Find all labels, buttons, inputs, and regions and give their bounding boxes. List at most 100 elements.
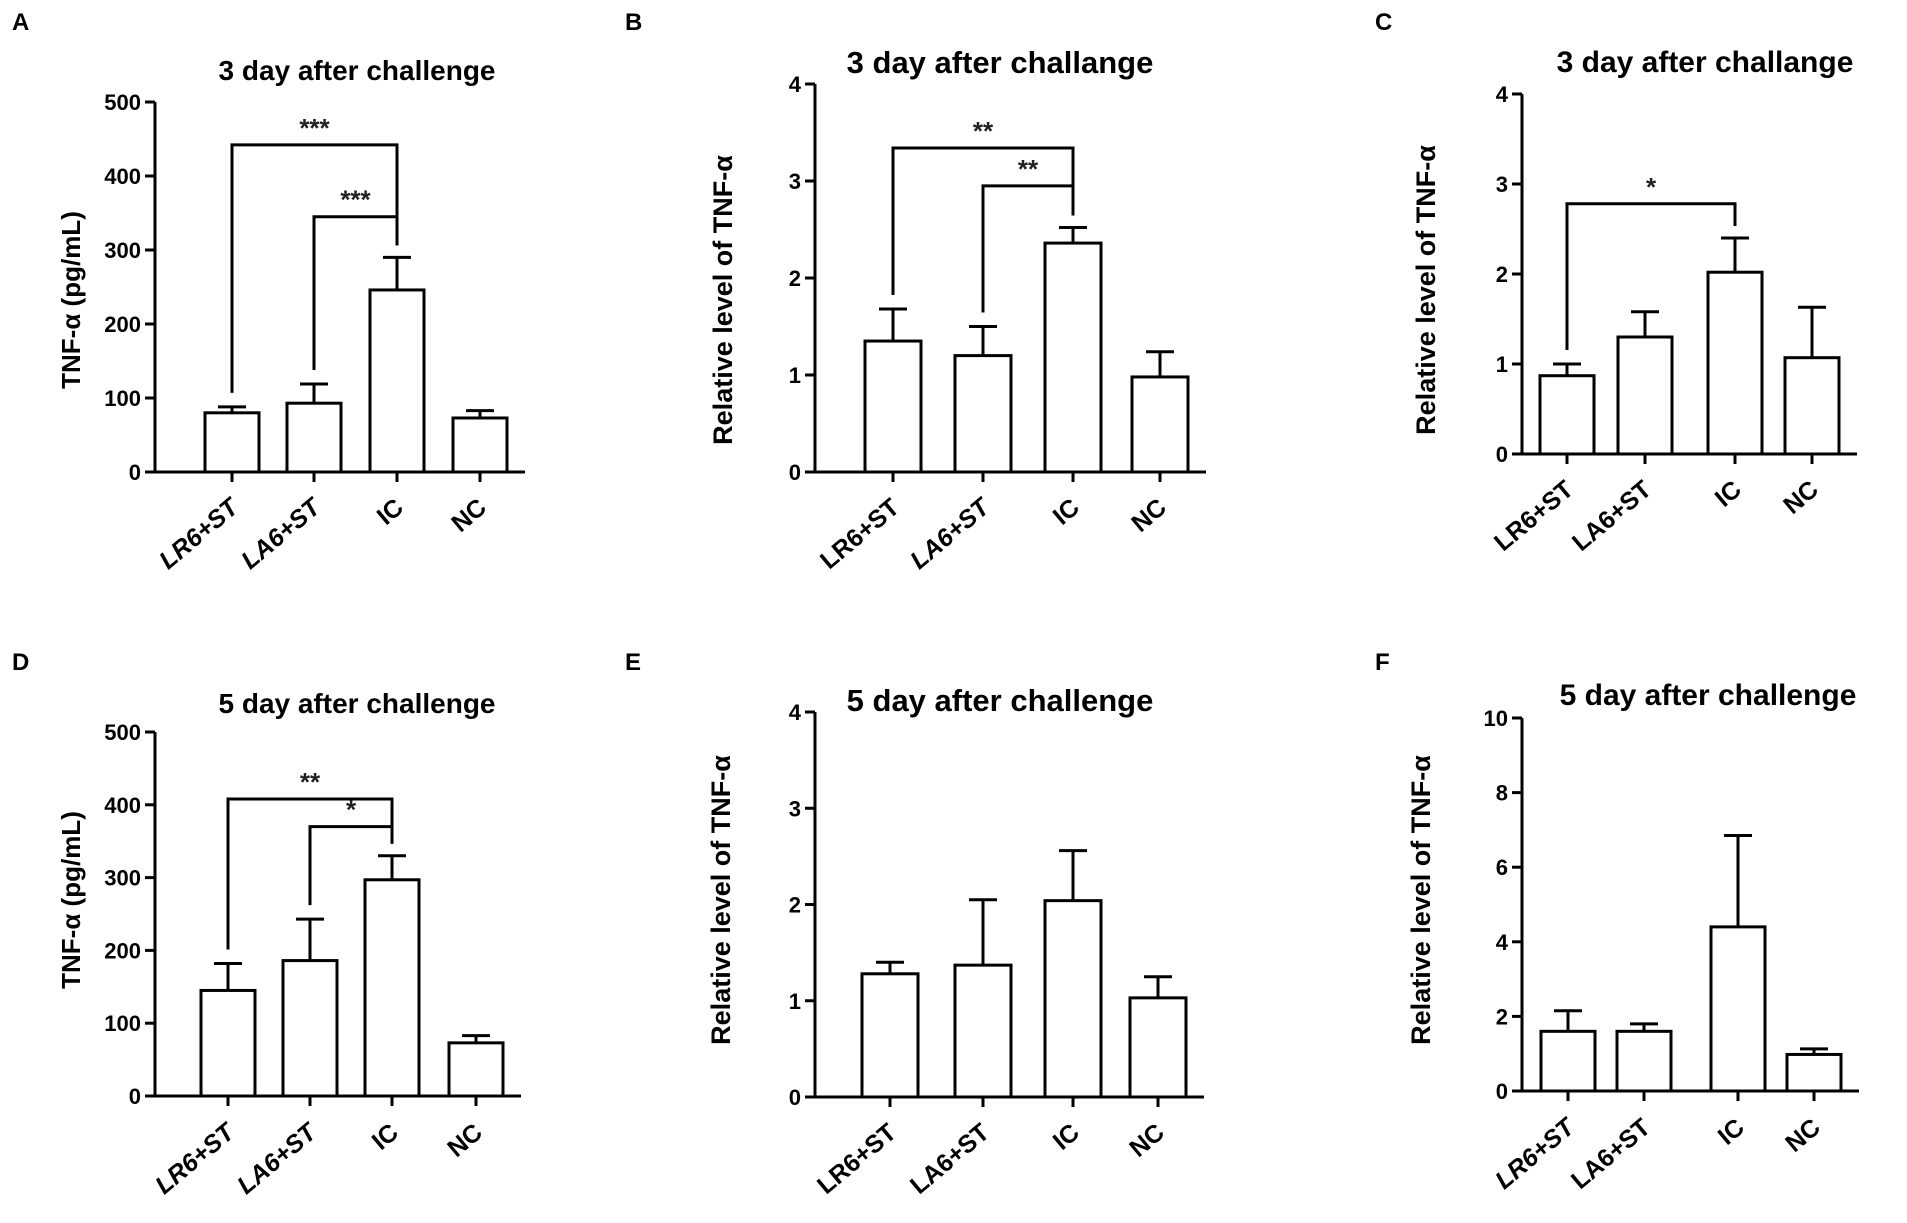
panel-d-bar bbox=[281, 959, 339, 1098]
panel-f-category-label: LA6+ST bbox=[1566, 1113, 1656, 1195]
panel-b-bar bbox=[863, 339, 923, 474]
panel-c-category-label: LR6+ST bbox=[1489, 475, 1579, 557]
panel-f-bar bbox=[1709, 925, 1767, 1093]
panel-a-category-label: IC bbox=[372, 493, 409, 531]
panel-d-category-label: IC bbox=[367, 1118, 404, 1156]
panel-a-significance-bracket bbox=[230, 143, 399, 393]
panel-e-bar bbox=[953, 963, 1013, 1099]
panel-b-title: 3 day after challange bbox=[847, 45, 1154, 80]
panel-f-y-tick-label: 8 bbox=[1496, 781, 1508, 806]
panel-d-bar bbox=[363, 878, 421, 1098]
panel-f-title: 5 day after challenge bbox=[1560, 679, 1857, 712]
panel-f-y-tick-label: 6 bbox=[1496, 855, 1508, 880]
panel-c-y-axis-label: Relative level of TNF-α bbox=[1411, 145, 1441, 435]
panel-b-y-axis-label: Relative level of TNF-α bbox=[708, 155, 738, 445]
panel-d-y-tick-label: 500 bbox=[104, 720, 141, 745]
panel-a-significance-label: *** bbox=[299, 113, 330, 143]
panel-a-bar bbox=[368, 288, 426, 474]
panel-f-category-label: NC bbox=[1780, 1113, 1826, 1158]
panel-e-letter: E bbox=[625, 649, 641, 676]
panel-b-bar bbox=[953, 354, 1013, 474]
panel-a-y-tick-label: 100 bbox=[104, 386, 141, 411]
panel-d-y-axis-label: TNF-α (pg/mL) bbox=[56, 811, 86, 989]
panel-c-significance-bracket bbox=[1565, 202, 1737, 350]
panel-f-y-axis-label: Relative level of TNF-α bbox=[1406, 755, 1436, 1045]
panel-d-title: 5 day after challenge bbox=[218, 688, 495, 719]
panel-a-title: 3 day after challenge bbox=[218, 55, 495, 86]
panel-e-category-label: IC bbox=[1048, 1118, 1085, 1156]
panel-c-category-label: LA6+ST bbox=[1567, 475, 1657, 557]
panel-a-category-label: LA6+ST bbox=[236, 491, 328, 574]
panel-b-significance-bracket bbox=[891, 146, 1075, 296]
panel-e-bar bbox=[1128, 996, 1188, 1099]
panel-f-bar bbox=[1539, 1029, 1597, 1093]
panel-C: C 3 day after challange Relative level of … bbox=[1375, 9, 1857, 557]
panel-e-category-label: NC bbox=[1124, 1118, 1170, 1163]
panel-d-significance-label: * bbox=[346, 795, 357, 825]
panel-f-bar bbox=[1785, 1052, 1843, 1093]
panel-F: F 5 day after challenge Relative level of … bbox=[1375, 649, 1859, 1195]
panel-b-bar bbox=[1043, 241, 1103, 474]
panel-c-bar bbox=[1616, 335, 1674, 456]
panel-f-category-label: IC bbox=[1713, 1113, 1750, 1151]
panel-b-y-tick-label: 3 bbox=[789, 169, 801, 194]
panel-c-bar bbox=[1783, 356, 1841, 456]
panel-b-y-tick-label: 4 bbox=[789, 72, 802, 97]
panel-c-bar bbox=[1538, 374, 1596, 456]
panel-c-letter: C bbox=[1375, 9, 1392, 36]
panel-b-category-label: LA6+ST bbox=[905, 491, 997, 574]
panel-d-y-tick-label: 0 bbox=[129, 1084, 141, 1109]
panel-b-category-label: LR6+ST bbox=[815, 493, 905, 575]
panel-B: B 3 day after challange Relative level of … bbox=[625, 9, 1206, 575]
panel-f-letter: F bbox=[1375, 649, 1390, 676]
panel-b-category-label: NC bbox=[1126, 493, 1172, 538]
panel-a-bar bbox=[451, 416, 509, 474]
panel-b-letter: B bbox=[625, 9, 642, 36]
panel-E: E 5 day after challenge Relative level of … bbox=[625, 649, 1204, 1200]
panel-a-y-axis-label: TNF-α (pg/mL) bbox=[56, 211, 86, 389]
panel-a-significance-bracket bbox=[312, 215, 399, 370]
panel-b-significance-bracket bbox=[981, 184, 1075, 313]
panel-b-bar bbox=[1130, 375, 1190, 474]
panel-c-y-tick-label: 4 bbox=[1496, 82, 1509, 107]
panel-e-y-tick-label: 1 bbox=[789, 989, 801, 1014]
panel-a-y-tick-label: 200 bbox=[104, 312, 141, 337]
panel-b-category-label: IC bbox=[1048, 493, 1085, 531]
panel-d-bar bbox=[447, 1041, 505, 1098]
panel-a-y-tick-label: 0 bbox=[129, 460, 141, 485]
panel-c-y-tick-label: 2 bbox=[1496, 262, 1508, 287]
panel-c-title: 3 day after challange bbox=[1557, 46, 1854, 79]
panel-A: A 3 day after challenge TNF-α (pg/mL) 0 100 2… bbox=[12, 9, 525, 575]
panel-d-bar bbox=[199, 988, 257, 1098]
panel-e-title: 5 day after challenge bbox=[847, 683, 1154, 718]
panel-f-y-tick-label: 2 bbox=[1496, 1004, 1508, 1029]
panel-b-significance-label: ** bbox=[1018, 154, 1039, 184]
panel-e-y-tick-label: 3 bbox=[789, 796, 801, 821]
panel-e-bar bbox=[1043, 899, 1103, 1099]
panel-b-y-tick-label: 2 bbox=[789, 266, 801, 291]
panel-b-significance-label: ** bbox=[973, 116, 994, 146]
panel-f-category-label: LR6+ST bbox=[1490, 1111, 1582, 1194]
panel-d-y-tick-label: 300 bbox=[104, 866, 141, 891]
panel-c-significance-label: * bbox=[1646, 172, 1657, 202]
panel-e-y-tick-label: 4 bbox=[789, 700, 802, 725]
panel-b-y-tick-label: 1 bbox=[789, 363, 801, 388]
panel-a-letter: A bbox=[12, 9, 29, 36]
panel-d-significance-bracket bbox=[226, 797, 394, 950]
panel-c-y-tick-label: 0 bbox=[1496, 442, 1508, 467]
panel-c-y-tick-label: 3 bbox=[1496, 172, 1508, 197]
panel-e-y-tick-label: 0 bbox=[789, 1085, 801, 1110]
panel-a-category-label: LR6+ST bbox=[154, 491, 246, 574]
panel-e-bar bbox=[860, 972, 920, 1099]
panel-f-y-tick-label: 4 bbox=[1496, 930, 1509, 955]
panel-d-significance-bracket bbox=[308, 825, 394, 906]
panel-d-category-label: LR6+ST bbox=[150, 1116, 242, 1199]
panel-a-y-tick-label: 300 bbox=[104, 238, 141, 263]
panel-f-bar bbox=[1615, 1029, 1673, 1093]
panel-d-category-label: LA6+ST bbox=[232, 1116, 324, 1199]
panel-d-y-tick-label: 100 bbox=[104, 1011, 141, 1036]
panel-e-y-tick-label: 2 bbox=[789, 893, 801, 918]
panel-e-category-label: LA6+ST bbox=[905, 1118, 995, 1200]
panel-e-category-label: LR6+ST bbox=[812, 1118, 902, 1200]
